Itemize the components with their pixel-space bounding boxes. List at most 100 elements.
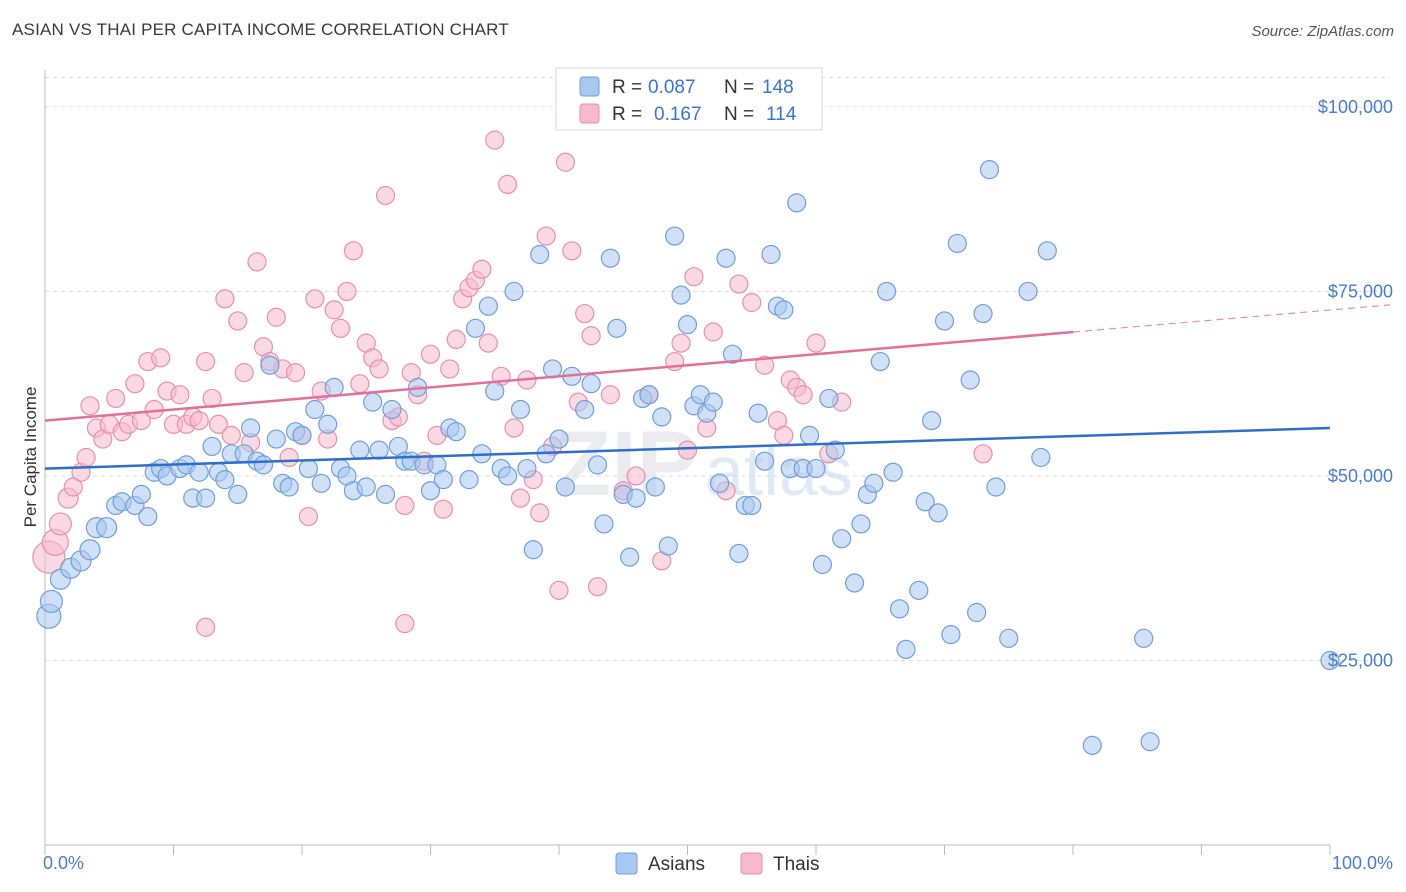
- thai-point-18: [151, 348, 171, 368]
- y-axis-label: Per Capita Income: [21, 387, 40, 528]
- asian-point-47: [369, 440, 389, 460]
- bottom-legend: Asians Thais: [615, 852, 819, 875]
- thai-point-6: [76, 447, 96, 468]
- asian-point-68: [510, 399, 531, 420]
- asian-point-63: [478, 296, 498, 316]
- asian-point-7: [96, 517, 118, 539]
- thai-point-93: [671, 333, 691, 353]
- asian-point-49: [382, 399, 402, 420]
- asian-point-19: [189, 462, 209, 482]
- asian-point-40: [324, 377, 344, 397]
- chart-title: ASIAN VS THAI PER CAPITA INCOME CORRELAT…: [12, 20, 509, 39]
- asian-point-141: [1031, 447, 1051, 468]
- asian-point-100: [722, 344, 743, 364]
- asian-point-143: [1082, 735, 1102, 755]
- thai-point-63: [440, 359, 460, 379]
- asian-point-124: [883, 462, 903, 482]
- thai-point-78: [536, 226, 556, 246]
- asian-point-75: [555, 477, 576, 497]
- thai-point-87: [600, 385, 621, 405]
- asian-point-60: [459, 470, 479, 490]
- y-tick-label-2: $75,000: [1328, 281, 1393, 301]
- asian-point-127: [909, 580, 929, 600]
- asian-point-55: [420, 481, 441, 501]
- asian-point-126: [896, 639, 916, 660]
- asian-point-27: [241, 418, 261, 438]
- thai-point-103: [774, 425, 794, 445]
- data-points: [32, 130, 1340, 755]
- asian-point-71: [530, 244, 550, 265]
- thai-point-33: [247, 252, 267, 272]
- thai-point-47: [337, 281, 357, 302]
- legend-n-label-asians: N =: [724, 77, 754, 98]
- thai-point-70: [485, 130, 505, 150]
- asian-point-36: [298, 458, 319, 479]
- legend-n-label-thais: N =: [724, 104, 754, 125]
- thai-point-2: [48, 512, 73, 536]
- thai-point-4: [63, 477, 83, 497]
- asian-point-117: [832, 529, 852, 549]
- thai-point-56: [395, 495, 415, 516]
- bottom-legend-thais: Thais: [773, 854, 819, 875]
- asian-point-59: [446, 422, 466, 442]
- asian-point-23: [215, 470, 235, 490]
- asian-point-142: [1037, 241, 1057, 261]
- y-tick-label-1: $50,000: [1328, 466, 1393, 486]
- asian-point-123: [877, 281, 897, 302]
- asian-point-138: [986, 477, 1006, 497]
- thai-point-101: [754, 355, 775, 375]
- thai-point-100: [742, 292, 762, 313]
- asian-point-31: [266, 429, 286, 449]
- asian-point-132: [941, 625, 961, 645]
- thai-point-84: [575, 303, 595, 324]
- asian-point-130: [928, 503, 948, 523]
- thai-point-30: [228, 311, 248, 331]
- asian-point-135: [967, 602, 987, 623]
- asian-point-69: [517, 458, 537, 479]
- asian-point-112: [799, 425, 820, 445]
- thai-point-89: [626, 466, 646, 486]
- asian-point-145: [1140, 732, 1160, 752]
- thai-point-31: [234, 363, 254, 383]
- asian-point-29: [253, 455, 274, 475]
- asian-point-137: [979, 160, 1000, 180]
- thai-point-14: [125, 374, 145, 394]
- asian-point-82: [607, 318, 627, 338]
- asian-point-128: [915, 492, 935, 512]
- y-tick-label-3: $100,000: [1318, 97, 1393, 117]
- thai-point-46: [330, 318, 351, 338]
- asian-point-99: [716, 248, 736, 268]
- asian-point-25: [228, 484, 248, 505]
- asian-point-61: [465, 318, 486, 338]
- asian-point-98: [710, 473, 730, 493]
- thai-point-36: [266, 307, 286, 327]
- thai-point-68: [472, 259, 492, 279]
- asian-point-121: [864, 473, 884, 493]
- asian-point-115: [819, 388, 839, 409]
- thai-point-85: [581, 326, 601, 346]
- thai-point-97: [703, 322, 723, 342]
- asian-point-101: [729, 543, 749, 564]
- asian-point-80: [594, 514, 614, 534]
- thai-point-62: [433, 499, 453, 519]
- legend-n-value-asians: 148: [762, 77, 794, 98]
- asian-point-44: [350, 440, 370, 460]
- thai-point-21: [170, 385, 190, 405]
- thai-point-25: [196, 351, 216, 372]
- asian-point-129: [922, 410, 942, 431]
- thai-point-28: [215, 289, 235, 309]
- thai-trend-extension: [1072, 304, 1391, 333]
- thai-point-24: [189, 410, 209, 431]
- axes: [44, 70, 1331, 855]
- asian-point-20: [196, 488, 216, 508]
- asian-point-140: [1018, 281, 1038, 302]
- asian-point-74: [549, 429, 569, 449]
- asian-point-39: [318, 414, 338, 434]
- asian-point-66: [498, 466, 518, 486]
- legend-swatch-thais: [579, 103, 600, 124]
- thai-point-64: [446, 329, 466, 350]
- asian-point-12: [138, 506, 158, 527]
- asian-point-103: [742, 495, 762, 516]
- asian-point-104: [748, 403, 768, 423]
- thai-point-112: [973, 444, 993, 464]
